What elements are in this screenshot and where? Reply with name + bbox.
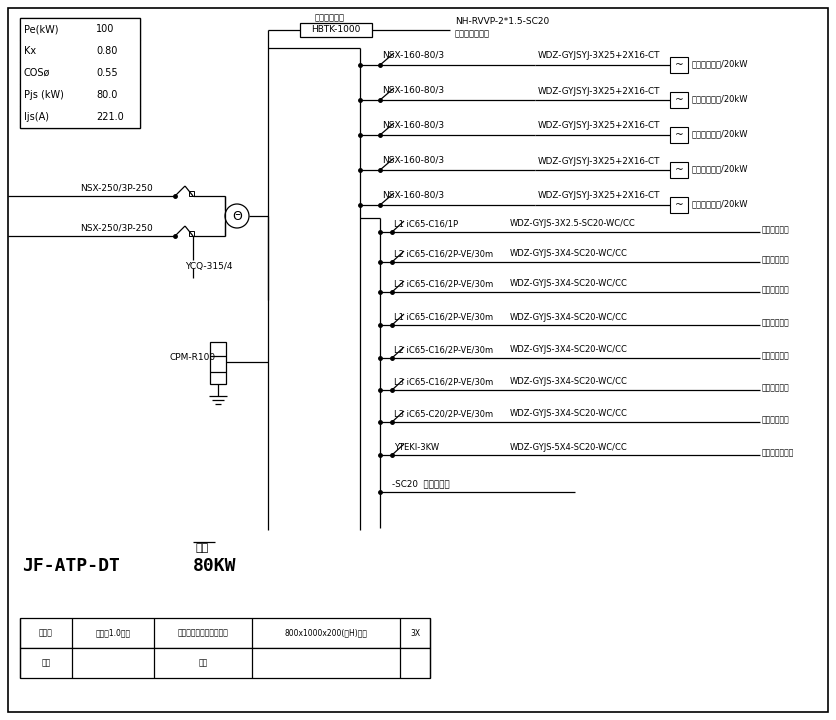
Text: 电梯并联照明: 电梯并联照明 [762,384,790,392]
Text: 80KW: 80KW [193,557,237,575]
Text: 0.55: 0.55 [96,68,118,78]
Text: 221.0: 221.0 [96,112,124,122]
Text: NSX-160-80/3: NSX-160-80/3 [382,156,444,164]
Bar [670,197,688,213]
Text: L3 iC65-C16/2P-VE/30m: L3 iC65-C16/2P-VE/30m [394,377,493,387]
Text: -SC20  温度控制器: -SC20 温度控制器 [392,480,450,488]
Bar [300,23,372,37]
Bar [670,127,688,143]
Text: L1 iC65-C16/1P: L1 iC65-C16/1P [394,220,458,228]
Text: 电梯机房插座: 电梯机房插座 [762,415,790,425]
Text: Θ: Θ [232,210,242,222]
Text: JF-ATP-DT: JF-ATP-DT [22,557,120,575]
Text: ~: ~ [675,95,683,105]
Text: Pe(kW): Pe(kW) [24,24,59,34]
Text: Pjs (kW): Pjs (kW) [24,90,64,100]
Text: 电梯并联照明: 电梯并联照明 [762,351,790,361]
Bar [210,342,226,384]
Text: WDZ-GYJS-3X4-SC20-WC/CC: WDZ-GYJS-3X4-SC20-WC/CC [510,250,628,258]
Text: CPM-R100: CPM-R100 [170,354,217,362]
Text: L2 iC65-C16/2P-VE/30m: L2 iC65-C16/2P-VE/30m [394,250,493,258]
Text: 电梯并联照明: 电梯并联照明 [762,318,790,328]
Text: WDZ-GYJSYJ-3X25+2X16-CT: WDZ-GYJSYJ-3X25+2X16-CT [538,52,660,60]
Text: 80.0: 80.0 [96,90,117,100]
Text: 审核批准（签名加盖章）: 审核批准（签名加盖章） [177,629,228,637]
Text: L3 iC65-C16/2P-VE/30m: L3 iC65-C16/2P-VE/30m [394,279,493,289]
Text: 至火灾报警主机: 至火灾报警主机 [455,30,490,38]
Text: NSX-160-80/3: NSX-160-80/3 [382,120,444,130]
Text: YCQ-315/4: YCQ-315/4 [185,263,232,271]
Bar [92,40,140,62]
Bar [20,84,92,106]
Text: L1 iC65-C16/2P-VE/30m: L1 iC65-C16/2P-VE/30m [394,312,493,322]
Text: ~: ~ [675,165,683,175]
Text: WDZ-GYJS-3X4-SC20-WC/CC: WDZ-GYJS-3X4-SC20-WC/CC [510,377,628,387]
Text: Kx: Kx [24,46,36,56]
Text: 电梯自带控制/20kW: 电梯自带控制/20kW [692,60,748,68]
Text: WDZ-GYJSYJ-3X25+2X16-CT: WDZ-GYJSYJ-3X25+2X16-CT [538,192,660,200]
Bar [20,618,430,648]
Text: NSX-250/3P-250: NSX-250/3P-250 [80,223,153,233]
Bar [20,62,92,84]
Circle shape [225,204,249,228]
Bar [20,18,140,128]
Bar [92,18,140,40]
Text: ~: ~ [675,200,683,210]
Text: 3X: 3X [410,629,420,637]
Text: 设计人: 设计人 [39,629,53,637]
Text: WDZ-GYJS-3X2.5-SC20-WC/CC: WDZ-GYJS-3X2.5-SC20-WC/CC [510,220,635,228]
Bar [189,231,194,236]
Text: 100: 100 [96,24,115,34]
Text: L2 iC65-C16/2P-VE/30m: L2 iC65-C16/2P-VE/30m [394,346,493,354]
Text: 电梯自带控制/20kW: 电梯自带控制/20kW [692,94,748,104]
Bar [670,162,688,178]
Text: 制图: 制图 [41,659,51,667]
Text: 电梯自带控制/20kW: 电梯自带控制/20kW [692,130,748,138]
Bar [20,648,430,678]
Text: YTEKI-3KW: YTEKI-3KW [394,443,439,451]
Text: 校核人1.0比例: 校核人1.0比例 [95,629,130,637]
Text: 配电变压单元: 配电变压单元 [315,14,345,22]
Text: WDZ-GYJS-5X4-SC20-WC/CC: WDZ-GYJS-5X4-SC20-WC/CC [510,443,628,451]
Bar [670,92,688,108]
Text: ~: ~ [675,130,683,140]
Text: WDZ-GYJSYJ-3X25+2X16-CT: WDZ-GYJSYJ-3X25+2X16-CT [538,86,660,96]
Bar [92,84,140,106]
Text: WDZ-GYJS-3X4-SC20-WC/CC: WDZ-GYJS-3X4-SC20-WC/CC [510,410,628,418]
Text: NSX-250/3P-250: NSX-250/3P-250 [80,184,153,192]
Text: 0.80: 0.80 [96,46,117,56]
Text: 电梯并联照明: 电梯并联照明 [762,286,790,294]
Text: WDZ-GYJSYJ-3X25+2X16-CT: WDZ-GYJSYJ-3X25+2X16-CT [538,156,660,166]
Text: 电梯自带控制/20kW: 电梯自带控制/20kW [692,164,748,174]
Text: WDZ-GYJS-3X4-SC20-WC/CC: WDZ-GYJS-3X4-SC20-WC/CC [510,312,628,322]
Text: WDZ-GYJSYJ-3X25+2X16-CT: WDZ-GYJSYJ-3X25+2X16-CT [538,122,660,130]
Text: NSX-160-80/3: NSX-160-80/3 [382,50,444,60]
Text: WDZ-GYJS-3X4-SC20-WC/CC: WDZ-GYJS-3X4-SC20-WC/CC [510,346,628,354]
Text: COSø: COSø [24,68,50,78]
Text: NSX-160-80/3: NSX-160-80/3 [382,191,444,199]
Bar [20,106,92,128]
Text: HBTK-1000: HBTK-1000 [311,25,360,35]
Text: 电梯并联照明: 电梯并联照明 [762,256,790,264]
Text: 审核: 审核 [198,659,207,667]
Text: NH-RVVP-2*1.5-SC20: NH-RVVP-2*1.5-SC20 [455,17,549,27]
Text: Ijs(A): Ijs(A) [24,112,49,122]
Bar [189,191,194,196]
Text: ~: ~ [675,60,683,70]
Text: 电梯机房照明: 电梯机房照明 [762,225,790,235]
Bar [92,62,140,84]
Text: 电梯机房排气局: 电梯机房排气局 [762,449,794,457]
Text: WDZ-GYJS-3X4-SC20-WC/CC: WDZ-GYJS-3X4-SC20-WC/CC [510,279,628,289]
Bar [20,40,92,62]
Text: NSX-160-80/3: NSX-160-80/3 [382,86,444,94]
Bar [670,57,688,73]
Text: 非标: 非标 [195,543,208,553]
Text: 电梯自带控制/20kW: 电梯自带控制/20kW [692,199,748,209]
Bar [92,106,140,128]
Text: 800x1000x200(深H)配电: 800x1000x200(深H)配电 [284,629,368,637]
Bar [20,18,92,40]
Text: L3 iC65-C20/2P-VE/30m: L3 iC65-C20/2P-VE/30m [394,410,493,418]
